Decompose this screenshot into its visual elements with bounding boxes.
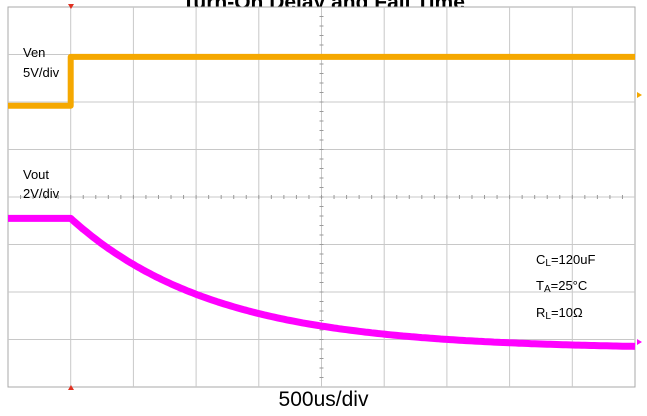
condition-load-capacitance: CL=120uF (536, 252, 595, 269)
trace-ven (8, 53, 635, 109)
vout-channel-scale: 2V/div (23, 186, 60, 201)
traces (8, 53, 636, 350)
vout-channel-name: Vout (23, 167, 49, 182)
test-conditions: CL=120uF TA=25°C RL=10Ω (536, 252, 595, 322)
center-axis-ticks (20, 16, 623, 378)
ven-channel-name: Ven (23, 45, 45, 60)
trace-vout (8, 214, 636, 350)
condition-load-resistance: RL=10Ω (536, 305, 583, 322)
ven-level-marker (637, 92, 642, 98)
trigger-marker-bottom (68, 385, 74, 390)
ven-channel-scale: 5V/div (23, 65, 60, 80)
vout-level-marker (637, 339, 642, 345)
trigger-marker-top (68, 4, 74, 9)
x-axis-scale-label: 500us/div (278, 388, 369, 411)
condition-ambient-temperature: TA=25°C (536, 278, 587, 295)
